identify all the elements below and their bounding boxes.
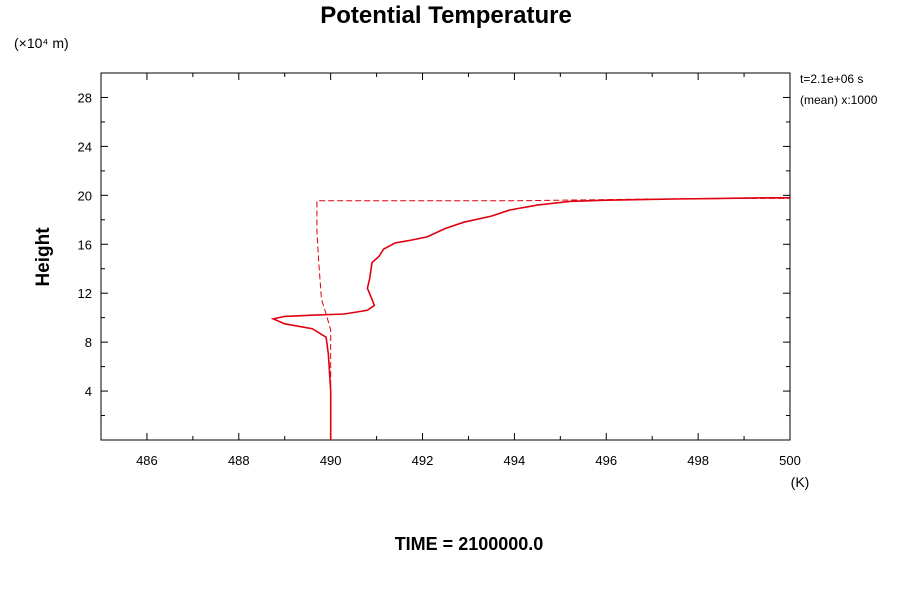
axis-ticks: 486 488 490 492 494 496 498 500 4 8 12 16 20 24 28: [78, 73, 801, 468]
annotation-time: t=2.1e+06 s: [800, 72, 863, 86]
x-tick-label-496: 496: [595, 453, 617, 468]
x-tick-label-500: 500: [779, 453, 801, 468]
y-tick-label-20: 20: [78, 188, 92, 203]
x-tick-label-488: 488: [228, 453, 250, 468]
y-tick-label-12: 12: [78, 286, 92, 301]
data-series: [270, 197, 790, 440]
x-unit-label: (K): [791, 474, 810, 490]
y-tick-label-28: 28: [78, 90, 92, 105]
y-axis-label: Height: [33, 227, 54, 287]
y-tick-label-4: 4: [85, 384, 92, 399]
y-tick-label-16: 16: [78, 237, 92, 252]
x-tick-label-486: 486: [136, 453, 158, 468]
series-line-dashed: [316, 197, 790, 440]
x-tick-label-494: 494: [504, 453, 526, 468]
y-tick-label-24: 24: [78, 139, 92, 154]
plot-area: [100, 72, 791, 441]
x-tick-label-490: 490: [320, 453, 342, 468]
x-tick-label-492: 492: [412, 453, 434, 468]
annotation-mean: (mean) x:1000: [800, 93, 878, 107]
series-line-solid: [270, 197, 790, 440]
plot-frame: [100, 72, 791, 441]
y-tick-label-8: 8: [85, 335, 92, 350]
y-scale-label: (×10⁴ m): [14, 35, 69, 51]
chart-title: Potential Temperature: [320, 2, 572, 29]
x-tick-label-498: 498: [687, 453, 709, 468]
time-footer: TIME = 2100000.0: [395, 534, 544, 554]
